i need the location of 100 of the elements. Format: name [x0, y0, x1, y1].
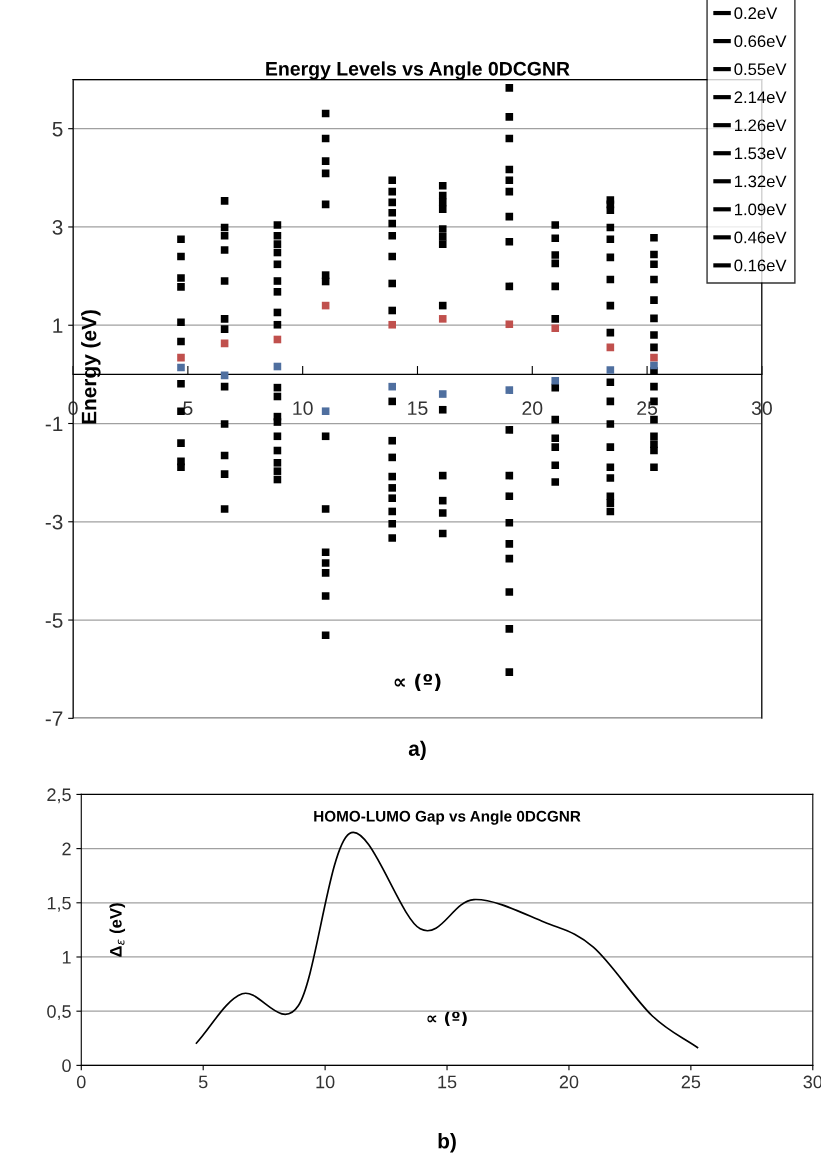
point	[273, 320, 282, 329]
point	[650, 275, 658, 284]
point	[650, 331, 658, 339]
point	[321, 432, 330, 441]
point	[505, 492, 514, 501]
x-tick-label: 0	[76, 1075, 86, 1089]
point	[650, 382, 658, 391]
x-tick-label: 15	[408, 401, 428, 416]
point	[551, 376, 560, 385]
point	[388, 198, 397, 207]
point	[650, 233, 658, 242]
point	[505, 426, 514, 434]
point	[551, 443, 560, 451]
point	[650, 296, 658, 304]
point	[273, 459, 282, 467]
x-tick-label: 10	[293, 401, 313, 416]
point	[220, 315, 229, 323]
point	[650, 446, 658, 455]
y-tick-label: 1	[53, 318, 63, 333]
point	[551, 315, 560, 323]
point	[650, 250, 658, 259]
point	[606, 463, 615, 472]
point	[388, 472, 397, 481]
point	[321, 631, 330, 640]
point	[177, 235, 185, 244]
point	[505, 320, 514, 329]
point	[321, 505, 330, 513]
point	[650, 415, 658, 424]
chart-title: Energy Levels vs Angle 0DCGNR	[266, 61, 570, 80]
point	[606, 474, 615, 482]
point	[438, 205, 447, 214]
y-tick-label: 5	[52, 121, 63, 137]
legend-label: 0.16eV	[734, 259, 787, 272]
point	[606, 366, 615, 374]
point	[177, 463, 185, 472]
y-tick-label: 3	[52, 219, 63, 235]
point	[650, 432, 658, 441]
point	[220, 470, 229, 478]
point	[551, 415, 560, 424]
point	[388, 534, 397, 542]
point	[273, 232, 282, 240]
y-tick-label: 1,5	[47, 896, 71, 912]
x-tick-label: 10	[316, 1075, 335, 1089]
point	[438, 301, 447, 310]
point	[388, 219, 397, 228]
point	[321, 569, 330, 577]
point	[321, 407, 330, 416]
point	[177, 274, 185, 282]
point	[505, 540, 514, 548]
point	[388, 232, 397, 240]
point	[438, 390, 447, 398]
point	[220, 420, 229, 428]
point	[438, 471, 447, 480]
point	[551, 324, 560, 332]
point	[388, 397, 397, 406]
x-tick-label: 20	[522, 401, 543, 416]
point	[438, 232, 447, 241]
point	[505, 518, 514, 527]
point	[273, 467, 282, 475]
point	[273, 221, 282, 229]
point	[505, 588, 514, 596]
point	[177, 379, 185, 388]
point	[551, 251, 560, 259]
point	[438, 509, 447, 517]
y-tick-label: 2,5	[47, 788, 71, 804]
point	[438, 181, 447, 190]
x-axis-title: ∝ (º)	[394, 673, 441, 691]
point	[273, 432, 282, 441]
point	[650, 260, 658, 269]
point	[606, 378, 615, 387]
point	[551, 434, 560, 443]
point	[388, 187, 397, 196]
point	[220, 325, 229, 333]
legend-label: 1.53eV	[735, 147, 787, 160]
point	[438, 405, 447, 414]
point	[551, 461, 560, 470]
point	[505, 386, 514, 394]
y-axis-title: Energy (eV)	[81, 310, 101, 424]
point	[177, 353, 185, 362]
point	[438, 240, 447, 248]
point	[177, 283, 185, 291]
point	[177, 318, 185, 327]
point	[388, 453, 397, 462]
x-axis-title: ∝ (º)	[427, 1011, 467, 1027]
point	[505, 668, 514, 676]
point	[650, 314, 658, 323]
point	[388, 320, 397, 329]
point	[273, 277, 282, 285]
point	[220, 232, 229, 240]
point	[438, 529, 447, 538]
point	[551, 234, 560, 243]
point	[438, 496, 447, 505]
point	[650, 343, 658, 352]
point	[505, 113, 514, 121]
x-tick-label: 15	[438, 1075, 457, 1089]
x-tick-label: 5	[183, 401, 193, 416]
point	[438, 191, 447, 200]
y-tick-label: -1	[45, 416, 63, 432]
point	[388, 484, 397, 492]
y-axis-title: Δ$_{ε}$ (eV)	[109, 903, 126, 957]
